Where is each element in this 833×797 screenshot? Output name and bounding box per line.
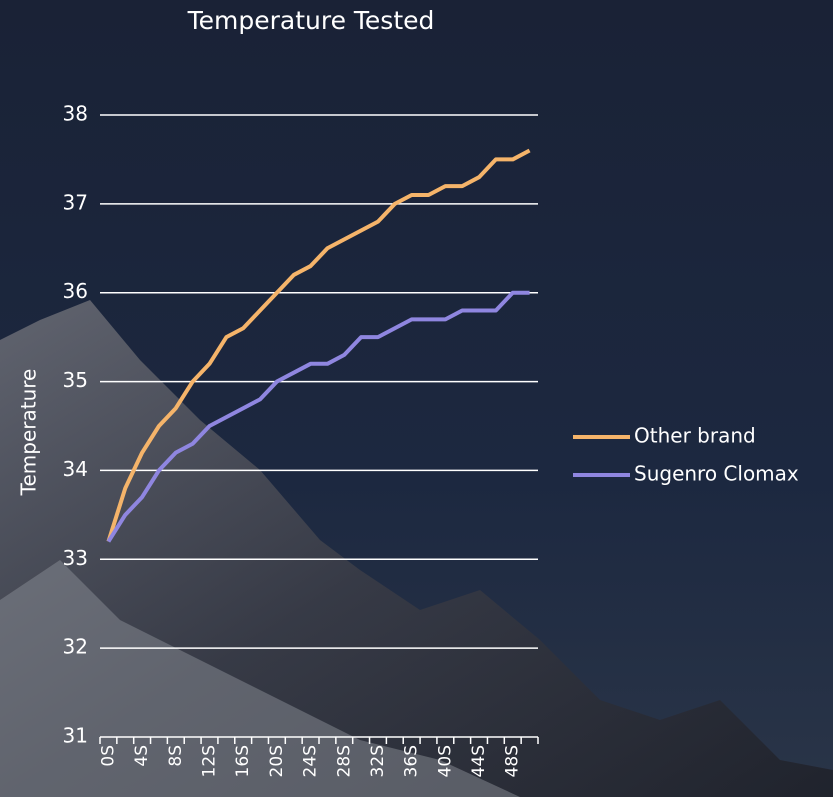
- y-tick-label: 33: [63, 546, 88, 570]
- x-tick-label: 12S: [200, 745, 220, 777]
- chart: Temperature Tested Temperature 31 32 33 34 3…: [0, 0, 833, 797]
- x-tick-label: 32S: [368, 745, 388, 777]
- x-tick-label: 40S: [435, 745, 455, 777]
- y-axis-label: Temperature: [17, 369, 41, 497]
- x-tick-label: 0S: [98, 745, 118, 767]
- x-tick-label: 16S: [233, 745, 253, 777]
- y-tick-label: 31: [63, 724, 88, 748]
- legend-label: Other brand: [634, 424, 756, 448]
- x-tick-label: 48S: [503, 745, 523, 777]
- legend-label: Sugenro Clomax: [634, 462, 799, 486]
- x-tick-label: 44S: [469, 745, 489, 777]
- x-tick-label: 4S: [132, 745, 152, 767]
- y-tick-label: 34: [63, 457, 88, 481]
- x-tick-label: 8S: [166, 745, 186, 767]
- y-tick-label: 35: [63, 368, 88, 392]
- x-tick-label: 36S: [402, 745, 422, 777]
- x-tick-label: 24S: [301, 745, 321, 777]
- x-tick-label: 28S: [334, 745, 354, 777]
- y-tick-label: 32: [63, 635, 88, 659]
- y-tick-label: 36: [63, 279, 88, 303]
- x-tick-label: 20S: [267, 745, 287, 777]
- y-tick-label: 37: [63, 190, 88, 214]
- y-tick-label: 38: [63, 102, 88, 126]
- chart-title: Temperature Tested: [187, 6, 435, 35]
